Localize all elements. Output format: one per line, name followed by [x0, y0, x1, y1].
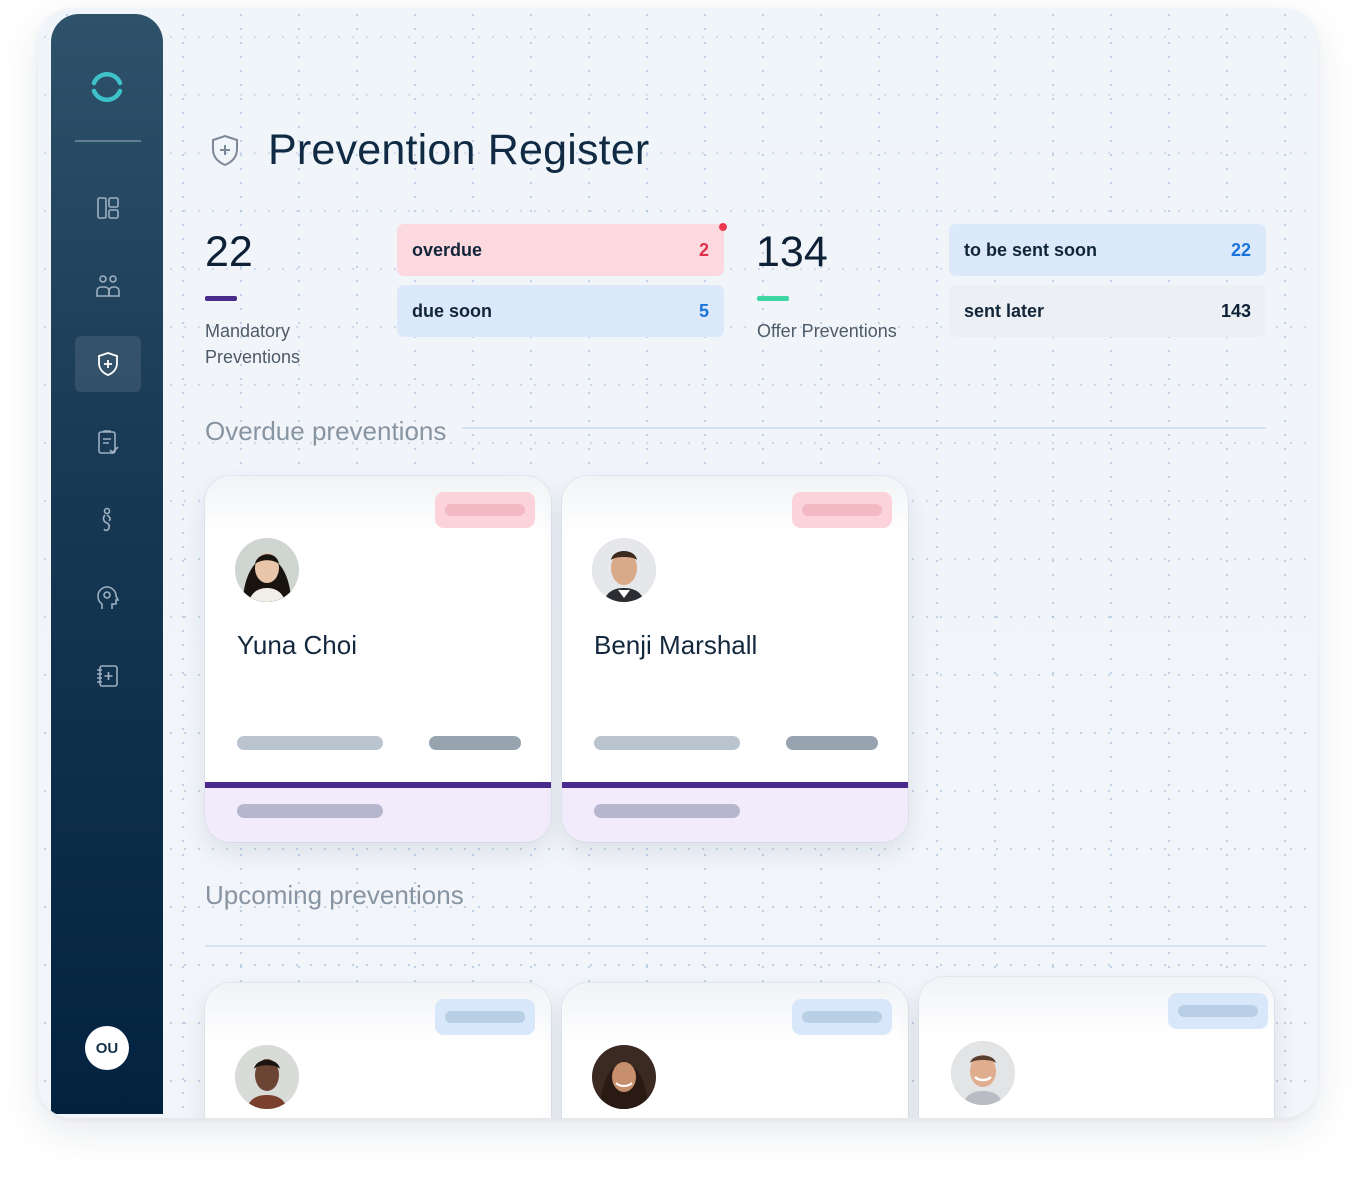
- overdue-pill[interactable]: overdue 2: [397, 224, 724, 276]
- user-avatar[interactable]: OU: [85, 1026, 129, 1070]
- patient-name: Benji Marshall: [594, 630, 758, 660]
- dashboard-icon: [97, 197, 119, 219]
- placeholder-bar: [429, 736, 521, 750]
- notebook-plus-icon: [97, 665, 118, 687]
- page-header: Prevention Register: [206, 126, 649, 175]
- patient-card-upcoming[interactable]: [205, 983, 551, 1118]
- sent-later-pill[interactable]: sent later 143: [949, 285, 1266, 337]
- upcoming-status-tag: [1168, 993, 1268, 1029]
- pill-count: 5: [698, 300, 709, 321]
- pill-label: to be sent soon: [964, 239, 1098, 260]
- offer-count: 134: [756, 228, 828, 276]
- shield-plus-icon: [98, 352, 118, 376]
- patient-avatar: [951, 1041, 1015, 1105]
- card-footer: [205, 782, 551, 842]
- offer-label: Offer Preventions: [757, 321, 897, 341]
- app-logo-icon[interactable]: [88, 68, 126, 106]
- patient-card-yuna-choi[interactable]: Yuna Choi: [205, 476, 551, 842]
- due-soon-pill[interactable]: due soon 5: [397, 285, 724, 337]
- pill-count: 22: [1230, 239, 1251, 260]
- mandatory-accent-bar: [205, 296, 237, 301]
- card-footer: [562, 782, 908, 842]
- head-mind-icon: [97, 586, 120, 609]
- patient-card-upcoming[interactable]: [562, 983, 908, 1118]
- overdue-status-tag: [792, 492, 892, 528]
- patient-avatar: [235, 1045, 299, 1109]
- patient-avatar: [592, 538, 656, 602]
- nav-item-tasks[interactable]: [75, 414, 141, 470]
- patient-card-upcoming[interactable]: [919, 977, 1274, 1118]
- sidebar-divider: [75, 140, 141, 142]
- nav-item-mental-health[interactable]: [75, 570, 141, 626]
- pill-label: sent later: [964, 300, 1045, 321]
- patient-avatar: [235, 538, 299, 602]
- mandatory-label: Mandatory Preventions: [205, 321, 301, 367]
- overdue-section-title: Overdue preventions: [205, 416, 447, 446]
- upcoming-section-title: Upcoming preventions: [205, 880, 464, 910]
- to-be-sent-soon-pill[interactable]: to be sent soon 22: [949, 224, 1266, 276]
- overdue-status-tag: [435, 492, 535, 528]
- notification-dot: [719, 223, 727, 231]
- main-content: Prevention Register 22 Mandatory Prevent…: [38, 8, 1318, 1118]
- nav-item-patients[interactable]: [75, 258, 141, 314]
- upcoming-status-tag: [792, 999, 892, 1035]
- mandatory-count: 22: [205, 228, 253, 276]
- patient-card-benji-marshall[interactable]: Benji Marshall: [562, 476, 908, 842]
- section-divider: [205, 945, 1266, 947]
- nav-item-maternity[interactable]: [75, 492, 141, 548]
- pill-label: overdue: [412, 239, 483, 260]
- shield-plus-icon: [212, 134, 238, 166]
- nav-item-preventions[interactable]: [75, 336, 141, 392]
- pill-count: 143: [1220, 300, 1251, 321]
- patient-avatar: [592, 1045, 656, 1109]
- nav-item-records[interactable]: [75, 648, 141, 704]
- clipboard-check-icon: [98, 430, 119, 454]
- placeholder-bar: [237, 736, 383, 750]
- section-divider: [462, 427, 1266, 429]
- upcoming-status-tag: [435, 999, 535, 1035]
- patient-name: Yuna Choi: [237, 630, 357, 660]
- placeholder-bar: [786, 736, 878, 750]
- page-title: Prevention Register: [268, 126, 650, 174]
- app-window: OU Prevention Register 22 Mandatory Prev…: [38, 8, 1318, 1118]
- placeholder-bar: [594, 736, 740, 750]
- pill-label: due soon: [412, 300, 492, 321]
- users-icon: [96, 275, 120, 297]
- nav-item-dashboard[interactable]: [75, 180, 141, 236]
- offer-accent-bar: [757, 296, 789, 301]
- sidebar: OU: [51, 14, 163, 1114]
- pregnancy-icon: [102, 507, 111, 532]
- pill-count: 2: [698, 239, 709, 260]
